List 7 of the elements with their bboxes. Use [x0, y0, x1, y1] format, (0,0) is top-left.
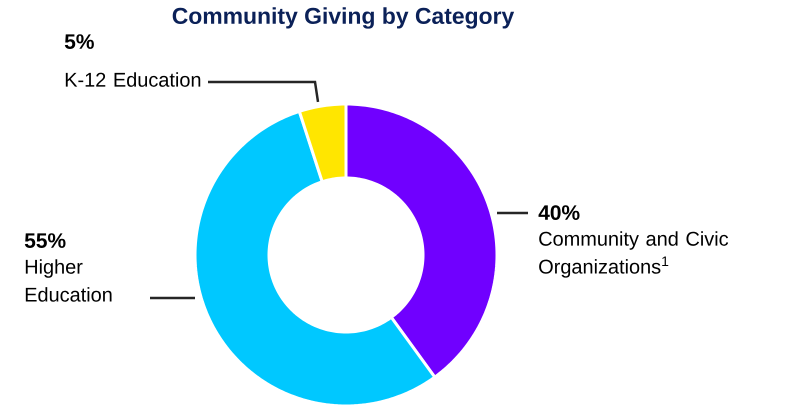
slice-label: Higher Education	[26, 259, 112, 302]
data-label: 55%	[24, 233, 66, 248]
slice-label: K-12 Education	[66, 72, 200, 87]
chart-title: Community Giving by Category	[172, 7, 514, 29]
slice-label: Community and Civic Organizations$^{1}$	[539, 231, 728, 278]
data-label: 5%	[64, 34, 94, 49]
data-label: 40%	[538, 205, 580, 220]
